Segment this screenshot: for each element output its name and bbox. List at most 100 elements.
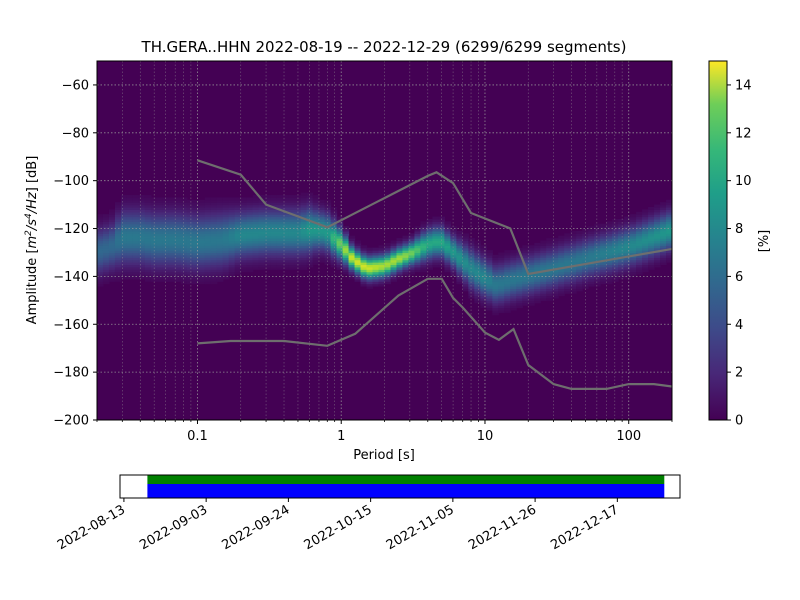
density-cell (396, 245, 404, 249)
density-cell (252, 218, 260, 222)
density-cell (534, 257, 541, 261)
density-cell (462, 264, 469, 268)
density-cell (276, 262, 284, 266)
density-cell (330, 228, 338, 232)
density-cell (282, 202, 290, 206)
density-cell (198, 204, 206, 208)
density-cell (192, 211, 200, 215)
density-cell (384, 245, 392, 249)
density-cell (282, 211, 290, 215)
density-cell (558, 254, 565, 258)
density-cell (222, 211, 230, 215)
density-cell (516, 254, 523, 258)
density-cell (192, 199, 200, 203)
density-cell (180, 230, 188, 234)
density-cell (288, 199, 296, 203)
density-cell (102, 271, 110, 275)
density-cell (156, 252, 164, 256)
density-cell (108, 266, 116, 270)
density-cell (324, 242, 332, 246)
density-cell (546, 276, 553, 280)
density-cell (210, 204, 218, 208)
density-cell (522, 252, 529, 256)
density-cell (510, 274, 517, 277)
density-cell (402, 240, 410, 244)
density-cell (624, 230, 631, 234)
density-cell (186, 238, 194, 242)
density-cell (528, 266, 535, 270)
density-cell (264, 223, 272, 227)
density-cell (204, 197, 212, 201)
density-cell (624, 221, 631, 225)
density-cell (648, 221, 655, 225)
density-cell (402, 274, 410, 277)
density-cell (606, 233, 613, 237)
density-cell (342, 266, 350, 270)
density-cell (498, 278, 505, 282)
density-cell (150, 262, 158, 266)
density-cell (132, 250, 140, 254)
density-cell (570, 245, 577, 249)
density-cell (210, 211, 218, 215)
density-cell (264, 199, 272, 203)
density-cell (240, 204, 248, 208)
density-cell (276, 214, 284, 218)
density-cell (288, 206, 296, 210)
density-cell (552, 276, 559, 280)
density-cell (336, 250, 344, 254)
density-cell (528, 247, 535, 251)
density-cell (168, 254, 176, 258)
density-cell (216, 242, 224, 246)
density-cell (576, 262, 583, 266)
density-cell (306, 209, 314, 213)
density-cell (102, 233, 110, 237)
density-cell (642, 242, 649, 246)
density-cell (97, 223, 104, 227)
density-cell (462, 266, 469, 270)
density-cell (180, 206, 188, 210)
density-cell (414, 266, 422, 270)
density-cell (528, 285, 535, 289)
density-cell (648, 235, 655, 239)
density-cell (270, 223, 278, 227)
density-cell (558, 245, 565, 249)
density-cell (162, 230, 170, 234)
density-cell (114, 221, 122, 225)
density-cell (168, 221, 176, 225)
density-cell (624, 226, 631, 230)
density-cell (666, 245, 672, 249)
density-cell (282, 230, 290, 234)
density-cell (570, 242, 577, 246)
density-cell (270, 195, 278, 199)
density-cell (546, 262, 553, 266)
density-cell (648, 240, 655, 244)
density-cell (528, 297, 535, 301)
density-cell (414, 250, 422, 254)
density-cell (228, 230, 236, 234)
density-cell (210, 276, 218, 280)
density-cell (510, 266, 517, 270)
density-cell (102, 214, 110, 218)
density-cell (294, 223, 302, 227)
density-cell (612, 228, 619, 232)
density-cell (138, 202, 146, 206)
density-cell (492, 297, 499, 301)
density-cell (630, 266, 637, 270)
density-cell (168, 216, 176, 220)
density-cell (264, 262, 272, 266)
density-cell (126, 202, 134, 206)
density-cell (636, 238, 643, 242)
density-cell (612, 266, 619, 270)
density-cell (132, 228, 140, 232)
density-cell (192, 238, 200, 242)
density-cell (594, 269, 601, 273)
density-cell (456, 264, 463, 268)
density-cell (282, 226, 290, 230)
density-cell (324, 230, 332, 234)
density-cell (438, 254, 445, 258)
density-cell (600, 278, 607, 282)
density-cell (348, 271, 356, 275)
density-cell (480, 285, 487, 289)
density-cell (528, 274, 535, 277)
density-cell (504, 305, 511, 309)
